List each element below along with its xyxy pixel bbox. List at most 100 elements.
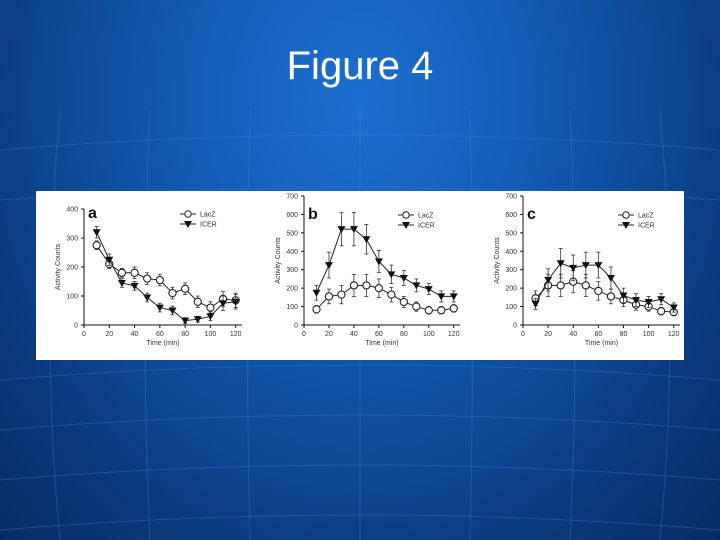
data-point-icer [349, 226, 358, 234]
series-line [535, 281, 674, 313]
legend-entry-lacz: LacZ [180, 210, 216, 219]
data-point-icer [657, 296, 666, 304]
data-point-icer [412, 282, 421, 290]
x-tick-label: 120 [668, 331, 680, 338]
data-point-lacz [412, 302, 421, 311]
y-tick-label: 700 [505, 194, 517, 201]
data-point-icer [143, 294, 152, 302]
data-point-lacz [437, 306, 446, 315]
panel-label-b: b [308, 206, 318, 223]
data-point-icer [219, 300, 228, 308]
series-icer [92, 226, 240, 325]
slide-title: Figure 4 [286, 44, 434, 88]
x-tick-label: 100 [423, 331, 435, 338]
data-point-lacz [606, 292, 616, 301]
series-lacz [531, 270, 678, 317]
legend-label: LacZ [418, 213, 434, 220]
x-tick-label: 40 [569, 331, 577, 338]
data-point-icer [644, 298, 653, 306]
data-point-lacz [180, 284, 190, 293]
x-tick-label: 100 [205, 331, 217, 338]
x-tick-label: 40 [131, 331, 139, 338]
y-tick-label: 0 [74, 323, 78, 330]
data-point-icer [594, 262, 603, 270]
data-point-icer [387, 271, 396, 279]
x-tick-label: 120 [230, 331, 242, 338]
x-tick-label: 80 [400, 331, 408, 338]
data-point-lacz [206, 303, 215, 312]
y-tick-label: 100 [286, 304, 298, 311]
x-tick-label: 20 [544, 331, 552, 338]
x-tick-label: 20 [325, 331, 333, 338]
y-tick-label: 200 [505, 286, 517, 293]
x-tick-label: 80 [181, 331, 189, 338]
data-point-icer [669, 304, 678, 312]
figure-panel: 0 100 200 300 400 0 20 40 60 80 100 120 Time (min) Ac… [36, 191, 684, 360]
data-point-icer [581, 262, 590, 270]
x-tick-label: 0 [302, 331, 306, 338]
data-point-icer [362, 236, 371, 244]
series-icer [531, 248, 678, 313]
data-point-lacz [657, 307, 666, 316]
data-point-lacz [130, 268, 139, 277]
y-axis-label: Activity Counts [494, 237, 501, 284]
chart-b: 0 100 200 300 400 500 600 700 0 20 40 60 80 100 120 Tim… [275, 194, 460, 347]
series-line [96, 244, 236, 309]
data-point-icer [606, 275, 615, 283]
data-point-icer [130, 282, 139, 290]
data-point-icer [92, 229, 101, 237]
legend-marker [184, 210, 192, 218]
series-line [316, 228, 454, 297]
y-tick-label: 200 [286, 286, 298, 293]
y-tick-label: 400 [66, 207, 78, 214]
data-point-icer [374, 258, 383, 266]
data-point-lacz [143, 274, 152, 283]
data-point-icer [569, 264, 578, 272]
y-tick-label: 0 [294, 323, 298, 330]
legend-label: ICER [418, 223, 435, 230]
legend-label: ICER [200, 222, 217, 229]
data-point-icer [312, 289, 321, 297]
y-tick-label: 300 [286, 267, 298, 274]
x-tick-label: 0 [82, 331, 86, 338]
x-tick-label: 120 [448, 331, 460, 338]
y-tick-label: 300 [66, 236, 78, 243]
data-point-icer [181, 317, 190, 325]
legend-entry-lacz: LacZ [618, 211, 654, 220]
panel-label-a: a [88, 205, 97, 222]
data-point-icer [399, 275, 408, 283]
x-tick-label: 60 [375, 331, 383, 338]
legend-marker [402, 211, 410, 219]
data-point-lacz [362, 281, 371, 290]
series-lacz [92, 240, 240, 314]
data-point-lacz [424, 306, 433, 315]
data-point-lacz [168, 288, 177, 298]
legend-marker [184, 221, 192, 228]
y-tick-label: 500 [505, 230, 517, 237]
y-axis-label: Activity Counts [275, 237, 282, 284]
x-axis-label: Time (min) [585, 340, 618, 347]
y-tick-label: 200 [66, 265, 78, 272]
data-point-lacz [312, 305, 321, 314]
x-tick-label: 0 [521, 331, 525, 338]
series-line [96, 231, 236, 322]
chart-a: 0 100 200 300 400 0 20 40 60 80 100 120 Time (min) Ac… [55, 205, 242, 347]
legend-label: LacZ [200, 212, 216, 219]
y-tick-label: 0 [513, 323, 517, 330]
x-axis-label: Time (min) [146, 340, 179, 347]
y-tick-label: 400 [505, 249, 517, 256]
y-tick-label: 100 [66, 294, 78, 301]
legend-marker [622, 222, 630, 229]
legend-entry-lacz: LacZ [398, 211, 434, 220]
data-point-icer [531, 300, 540, 308]
data-point-lacz [594, 286, 603, 296]
data-point-lacz [92, 241, 101, 250]
data-point-icer [449, 293, 458, 301]
x-tick-label: 60 [156, 331, 164, 338]
legend-entry-icer: ICER [180, 221, 217, 229]
data-point-icer [437, 293, 446, 301]
data-point-lacz [374, 283, 384, 293]
x-tick-label: 80 [620, 331, 628, 338]
legend-entry-icer: ICER [618, 222, 655, 230]
